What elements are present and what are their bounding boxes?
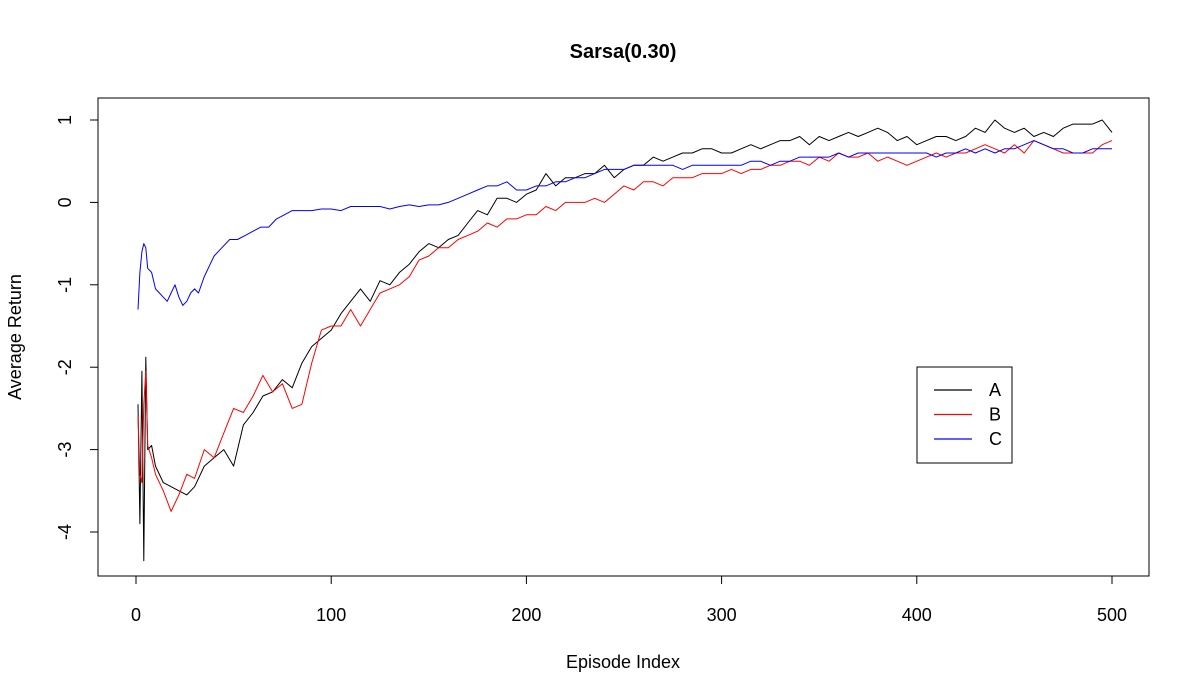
y-tick-label: 0	[55, 197, 75, 207]
x-tick-label: 400	[902, 605, 932, 625]
y-axis-label: Average Return	[5, 274, 25, 400]
x-tick-label: 500	[1097, 605, 1127, 625]
legend: ABC	[916, 366, 1013, 464]
y-tick-label: -1	[55, 277, 75, 293]
y-tick-label: -4	[55, 524, 75, 540]
x-tick-label: 200	[511, 605, 541, 625]
legend-label-B: B	[989, 405, 1001, 425]
chart-title: Sarsa(0.30)	[570, 41, 677, 63]
x-axis-label: Episode Index	[566, 652, 680, 672]
x-tick-label: 100	[316, 605, 346, 625]
y-tick-label: -2	[55, 359, 75, 375]
x-axis: 0 100 200 300 400 500	[131, 575, 1127, 625]
series-line-C	[137, 140, 1112, 310]
x-tick-label: 300	[707, 605, 737, 625]
x-tick-label: 0	[131, 605, 141, 625]
legend-label-A: A	[989, 380, 1001, 400]
series-layer	[137, 119, 1113, 562]
y-axis: -4 -3 -2 -1 0 1	[55, 115, 99, 540]
y-tick-label: 1	[55, 115, 75, 125]
series-line-B	[137, 140, 1113, 512]
y-tick-label: -3	[55, 442, 75, 458]
legend-label-C: C	[989, 429, 1002, 449]
